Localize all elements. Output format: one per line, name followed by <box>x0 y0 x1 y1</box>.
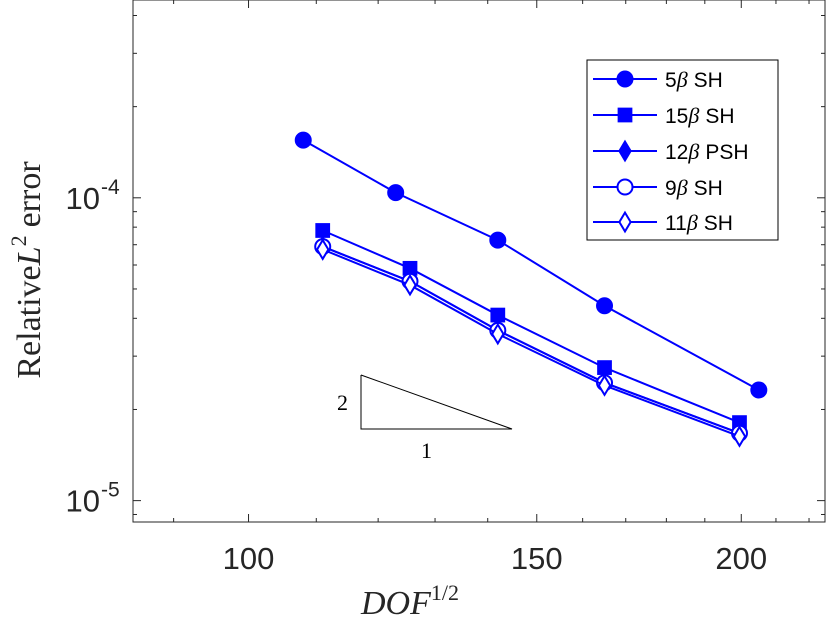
legend-label-suffix: SH <box>705 105 734 128</box>
data-point <box>750 381 768 399</box>
legend-marker <box>617 107 633 123</box>
legend-label: 5β SH <box>665 67 723 92</box>
series-11-sh <box>315 238 747 448</box>
svg-text:RelativeL2error: RelativeL2 error <box>6 161 48 379</box>
x-tick-label: 150 <box>511 541 563 576</box>
y-tick-label-base: 10 <box>66 484 100 519</box>
x-axis-label-text: DOF <box>360 585 432 622</box>
legend-entry: 5β SH <box>593 67 723 92</box>
data-point <box>732 425 747 448</box>
legend-entry: 9β SH <box>593 175 723 200</box>
legend-label-number: 9 <box>665 177 677 200</box>
legend-label-number: 11 <box>665 212 687 235</box>
data-point <box>489 231 507 249</box>
x-axis-label-sup: 1/2 <box>431 580 459 605</box>
legend-label-beta: β <box>687 139 699 164</box>
axis-ticks <box>133 0 825 522</box>
y-axis-label-tail: error <box>11 161 48 228</box>
data-point <box>403 273 417 297</box>
data-point <box>491 322 505 346</box>
legend-label-suffix: PSH <box>705 141 748 164</box>
y-axis-label: RelativeL2 error <box>6 161 48 379</box>
data-point <box>315 223 331 238</box>
y-tick-label: 10 -5 <box>66 479 120 519</box>
x-tick-label: 200 <box>715 541 767 576</box>
slope-triangle: 2 1 <box>337 374 513 463</box>
legend-entry: 15β SH <box>593 103 735 128</box>
data-point <box>315 238 330 261</box>
legend-label-suffix: SH <box>704 212 733 235</box>
legend-label: 12β PSH <box>665 139 749 164</box>
y-axis-label-sup: 2 <box>6 235 31 246</box>
slope-triangle-shape <box>360 374 513 430</box>
data-point <box>596 297 614 315</box>
data-point <box>387 184 405 202</box>
legend-label-number: 5 <box>665 69 677 92</box>
x-tick-label: 100 <box>223 541 275 576</box>
y-axis-label-var: L <box>11 246 48 266</box>
y-tick-labels: 10-410-5 <box>66 176 120 519</box>
legend-entry: 12β PSH <box>593 139 749 164</box>
y-axis-label-prefix: Relative <box>11 265 48 378</box>
legend-marker <box>616 178 634 196</box>
legend-marker <box>618 210 632 234</box>
y-tick-label: 10 -4 <box>66 176 120 216</box>
legend-entry: 11β SH <box>593 210 733 235</box>
legend-label-beta: β <box>687 103 699 128</box>
legend-label-number: 15 <box>665 105 688 128</box>
legend-label: 11β SH <box>665 210 733 235</box>
data-point <box>597 374 612 397</box>
legend-label: 9β SH <box>665 175 723 200</box>
legend-label-suffix: SH <box>694 69 723 92</box>
legend-marker <box>618 139 632 163</box>
legend-label-beta: β <box>676 67 688 92</box>
y-tick-label-base: 10 <box>66 181 100 216</box>
series-5-sh <box>294 131 768 399</box>
y-tick-label-exp: -5 <box>101 479 120 502</box>
x-axis-label: DOF1/2 <box>360 580 459 622</box>
x-tick-labels: 100 150 200 <box>223 541 767 576</box>
series-layer <box>294 131 768 448</box>
legend-box <box>586 59 779 241</box>
data-point <box>294 131 312 149</box>
y-tick-label-exp: -4 <box>101 176 120 199</box>
legend-label: 15β SH <box>665 103 735 128</box>
legend-label-number: 12 <box>665 141 688 164</box>
legend-label-beta: β <box>686 210 698 235</box>
legend-label-beta: β <box>676 175 688 200</box>
slope-rise-label: 2 <box>337 390 348 415</box>
legend-marker <box>616 70 634 88</box>
legend-label-suffix: SH <box>694 177 723 200</box>
slope-run-label: 1 <box>421 438 432 463</box>
